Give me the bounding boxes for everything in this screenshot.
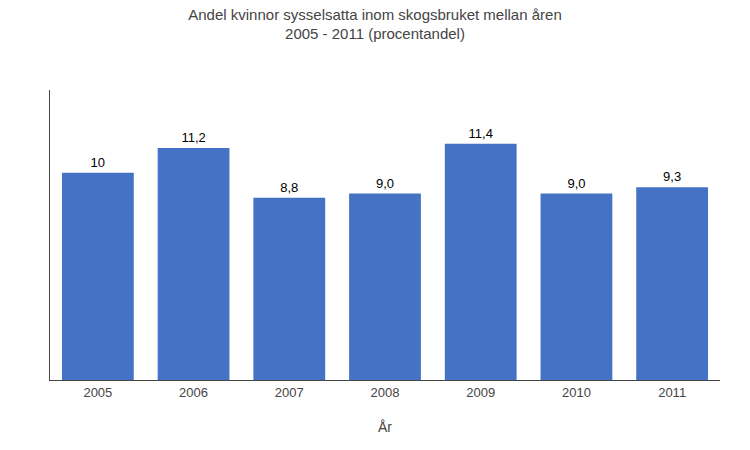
svg-text:9,0: 9,0	[567, 176, 585, 191]
svg-text:2011: 2011	[658, 385, 686, 400]
svg-text:9,3: 9,3	[663, 169, 681, 184]
svg-text:2006: 2006	[179, 385, 208, 400]
svg-text:2010: 2010	[562, 385, 591, 400]
svg-text:11,4: 11,4	[469, 126, 493, 141]
svg-text:2007: 2007	[275, 385, 304, 400]
svg-text:8,8: 8,8	[280, 180, 298, 195]
svg-text:2008: 2008	[371, 385, 400, 400]
svg-text:2009: 2009	[466, 385, 495, 400]
svg-text:11,2: 11,2	[181, 130, 205, 145]
svg-text:År: År	[378, 419, 392, 435]
svg-text:Andel kvinnor sysselsatta inom: Andel kvinnor sysselsatta inom skogsbruk…	[188, 6, 562, 43]
svg-text:10: 10	[91, 155, 105, 170]
svg-text:2005: 2005	[83, 385, 112, 400]
svg-text:9,0: 9,0	[376, 176, 394, 191]
